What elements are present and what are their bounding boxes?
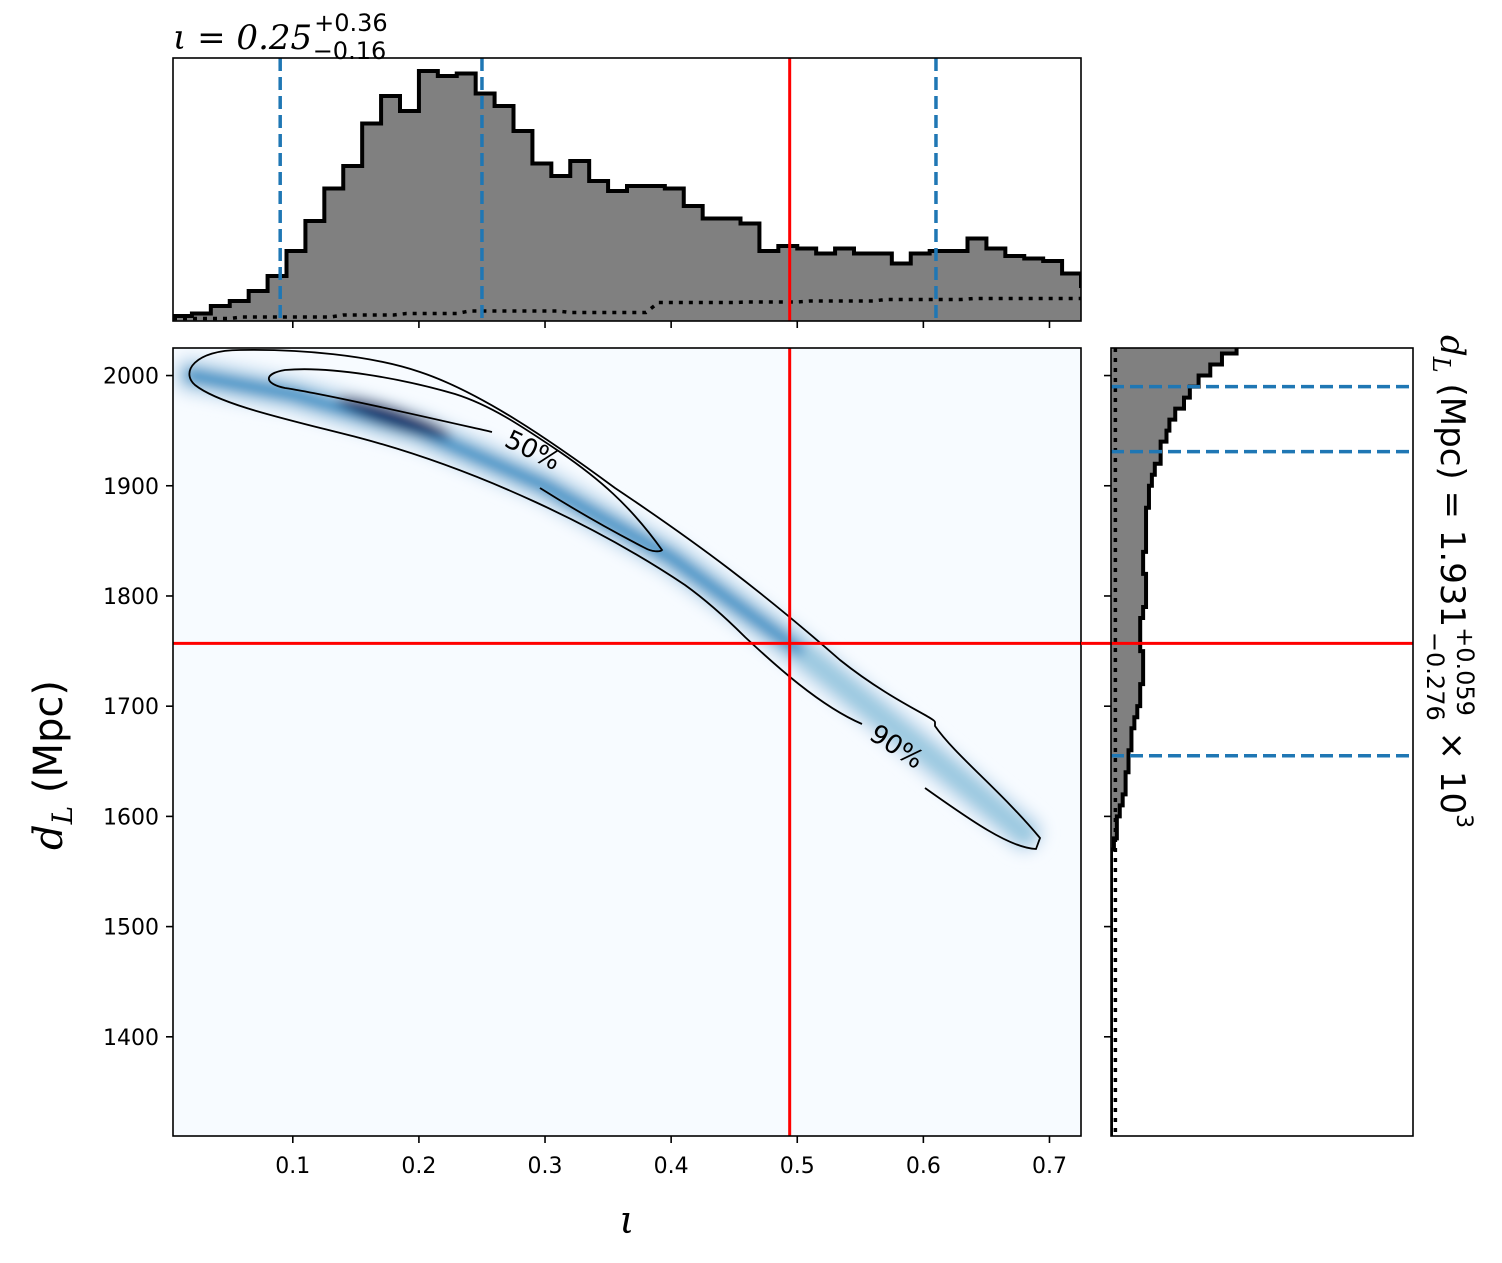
iota-histogram-fill — [173, 71, 1081, 321]
joint-x-tick-label-2: 0.3 — [528, 1154, 563, 1179]
iota-prior-line — [173, 296, 1081, 321]
joint-x-tick-label-5: 0.6 — [906, 1154, 941, 1179]
joint-panel-frame — [172, 347, 1082, 1137]
right-panel-frame — [1110, 347, 1414, 1137]
joint-y-axis-ticks: 1400 1500 1600 1700 1800 1900 2000 — [103, 365, 173, 1051]
joint-x-tick-label-4: 0.5 — [780, 1154, 815, 1179]
right-marginal-panel: dL (Mpc) = 1.931+0.059−0.276 × 103 — [1081, 335, 1479, 1137]
top-panel-x-ticks — [292, 321, 1051, 328]
joint-x-tick-label-1: 0.2 — [401, 1154, 436, 1179]
x-axis-label: ι — [620, 1198, 635, 1242]
joint-x-axis-ticks: 0.1 0.2 0.3 0.4 0.5 0.6 0.7 — [275, 1136, 1067, 1179]
joint-y-tick-label-2: 1600 — [103, 805, 159, 830]
joint-y-tick-label-0: 1400 — [103, 1026, 159, 1051]
distance-histogram-step — [1111, 348, 1239, 1136]
joint-y-tick-label-5: 1900 — [103, 475, 159, 500]
contour-50 — [267, 368, 664, 553]
top-marginal-panel: ι = 0.25+0.36 −0.16 — [172, 9, 1082, 328]
joint-y-tick-label-1: 1500 — [103, 916, 159, 941]
iota-summary-title: ι = 0.25+0.36 −0.16 — [173, 9, 388, 65]
iota-credible-lines — [278, 58, 938, 321]
iota-histogram-step — [173, 69, 1081, 318]
right-panel-y-ticks — [1104, 374, 1111, 1038]
distance-histogram-fill — [1111, 348, 1237, 1136]
density-ridge — [173, 353, 1047, 855]
joint-y-tick-label-4: 1800 — [103, 585, 159, 610]
contour-90 — [188, 348, 1042, 850]
distance-credible-lines — [1111, 384, 1413, 758]
joint-x-tick-label-6: 0.7 — [1032, 1154, 1067, 1179]
y-axis-label: dL (Mpc) — [26, 680, 79, 850]
distance-summary-title: dL (Mpc) = 1.931+0.059−0.276 × 103 — [1421, 335, 1479, 828]
joint-x-tick-label-3: 0.4 — [654, 1154, 689, 1179]
joint-density-panel: 50% 90% 0.1 0.2 0.3 0.4 0.5 0.6 0.7 1400150016… — [26, 347, 1082, 1242]
density-peak — [336, 396, 451, 439]
top-panel-frame — [172, 57, 1082, 322]
joint-y-tick-label-3: 1700 — [103, 695, 159, 720]
joint-y-tick-label-6: 2000 — [103, 365, 159, 390]
joint-x-tick-label-0: 0.1 — [275, 1154, 310, 1179]
density-core — [184, 368, 805, 656]
